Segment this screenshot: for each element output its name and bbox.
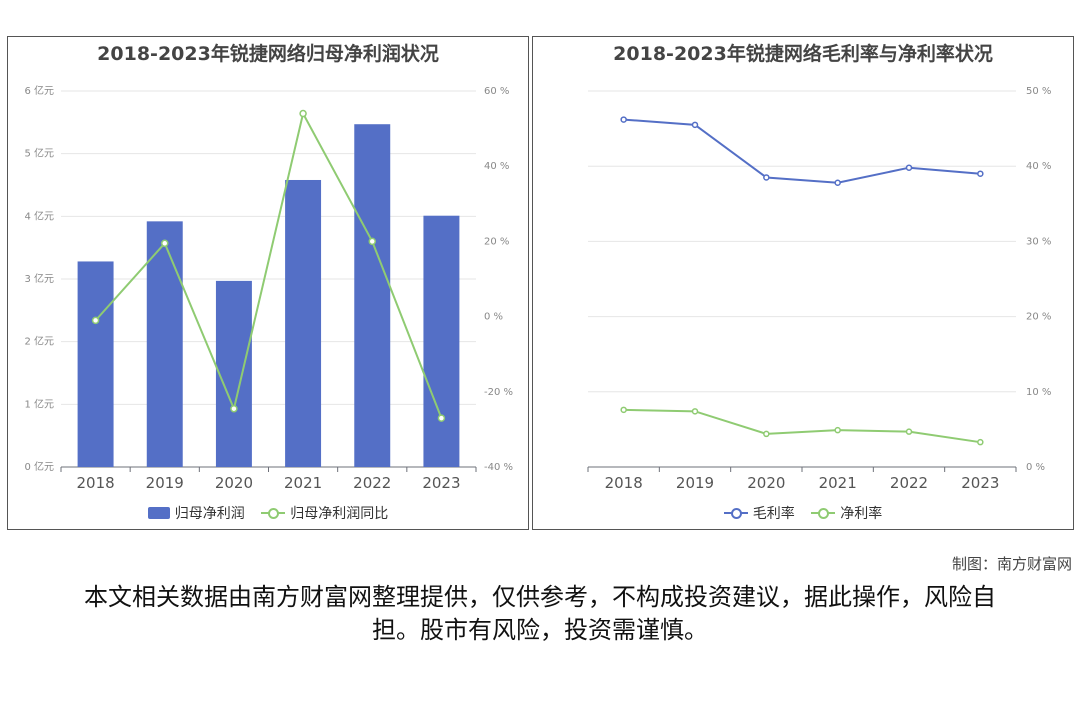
x-tick-label: 2022	[890, 474, 928, 492]
chart-legend: 归母净利润 归母净利润同比	[8, 503, 528, 523]
point-gross-margin	[905, 164, 913, 171]
point-gross-margin	[691, 121, 699, 129]
point-gross-margin	[763, 174, 770, 181]
y-left-tick-label: 2 亿元	[24, 335, 54, 348]
chart-credit: 制图：南方财富网	[951, 555, 1072, 573]
legend-item-gross-margin[interactable]: 毛利率	[723, 503, 795, 523]
net-profit-chart-panel: 2018-2023年锐捷网络归母净利润状况 0 亿元 1 亿元 2 亿元 3 亿元 4 …	[7, 36, 529, 530]
y-right-tick-label: 60 %	[484, 86, 509, 97]
chart-title: 2018-2023年锐捷网络毛利率与净利率状况	[613, 43, 993, 65]
point-net-profit-yoy	[368, 237, 376, 246]
line-net-margin	[623, 408, 981, 444]
y-left-tick-label: 0 亿元	[24, 460, 54, 473]
point-net-margin	[834, 426, 841, 434]
point-net-margin	[763, 430, 770, 438]
y-left-tick-label: 5 亿元	[24, 147, 54, 160]
legend-item-net-profit[interactable]: 归母净利润	[147, 503, 245, 523]
point-net-profit-yoy	[161, 239, 169, 248]
y-right-tick-label: 40 %	[1026, 161, 1051, 172]
point-net-margin	[977, 438, 984, 446]
legend-line-swatch	[261, 507, 286, 519]
y-right-tick-label: 40 %	[484, 161, 509, 172]
legend-label: 归母净利润同比	[290, 506, 389, 522]
point-net-profit-yoy	[299, 109, 307, 118]
point-net-profit-yoy	[437, 414, 446, 422]
x-tick-label: 2021	[819, 474, 857, 492]
y-left-tick-label: 6 亿元	[24, 84, 54, 97]
x-tick-label: 2020	[215, 474, 253, 492]
y-left-tick-label: 3 亿元	[24, 272, 54, 285]
x-tick-label: 2020	[747, 474, 785, 492]
legend-item-net-margin[interactable]: 净利率	[811, 503, 882, 523]
bar-net-profit	[77, 261, 114, 467]
legend-line-swatch	[811, 507, 836, 519]
x-tick-label: 2018	[76, 474, 114, 492]
bar-net-profit	[423, 215, 460, 467]
chart-title: 2018-2023年锐捷网络归母净利润状况	[97, 43, 439, 65]
y-left-tick-label: 1 亿元	[24, 397, 54, 410]
point-net-margin	[905, 428, 913, 435]
y-right-tick-label: -20 %	[484, 387, 513, 398]
y-right-tick-label: 20 %	[484, 236, 509, 247]
point-net-profit-yoy	[230, 404, 238, 413]
legend-label: 毛利率	[752, 506, 795, 522]
legend-bar-swatch	[147, 507, 170, 519]
y-right-tick-label: 0 %	[484, 312, 503, 323]
x-tick-label: 2021	[284, 474, 322, 492]
point-gross-margin	[620, 116, 627, 123]
legend-label: 净利率	[840, 506, 883, 522]
margin-chart-panel: 2018-2023年锐捷网络毛利率与净利率状况 0 % 10 % 20 % 30 % 4…	[532, 36, 1074, 530]
disclaimer-text: 本文相关数据由南方财富网整理提供，仅供参考，不构成投资建议，据此操作，风险自担。…	[84, 583, 996, 644]
x-tick-label: 2023	[422, 474, 460, 492]
y-right-tick-label: -40 %	[484, 462, 513, 473]
chart-legend: 毛利率 净利率	[533, 503, 1073, 523]
line-gross-margin	[623, 118, 981, 184]
legend-item-net-profit-yoy[interactable]: 归母净利润同比	[261, 503, 388, 523]
legend-label: 归母净利润	[174, 506, 245, 522]
line-net-profit-yoy	[94, 110, 443, 419]
x-tick-label: 2019	[146, 474, 184, 492]
legend-line-swatch	[723, 507, 748, 519]
x-tick-label: 2022	[353, 474, 391, 492]
x-tick-label: 2023	[961, 474, 999, 492]
point-net-margin	[691, 408, 699, 415]
y-right-tick-label: 30 %	[1026, 236, 1051, 247]
y-right-tick-label: 10 %	[1026, 387, 1051, 398]
bar-net-profit	[285, 179, 322, 467]
y-right-tick-label: 20 %	[1026, 312, 1051, 323]
point-net-profit-yoy	[91, 316, 100, 325]
bar-net-profit	[215, 280, 252, 467]
x-tick-label: 2019	[676, 474, 714, 492]
bar-net-profit	[146, 221, 183, 467]
margin-chart: 0 % 10 % 20 % 30 % 40 % 50 % 2018 2019 2020 2021 2…	[587, 86, 1051, 492]
point-net-margin	[620, 406, 627, 414]
y-right-tick-label: 50 %	[1026, 86, 1051, 97]
y-left-tick-label: 4 亿元	[24, 209, 54, 222]
net-profit-chart: 0 亿元 1 亿元 2 亿元 3 亿元 4 亿元 5 亿元 6 亿元 -40 % -20 % 0 …	[24, 84, 513, 492]
y-right-tick-label: 0 %	[1026, 462, 1045, 473]
bar-net-profit	[354, 124, 391, 468]
point-gross-margin	[977, 170, 984, 177]
point-gross-margin	[834, 179, 841, 186]
x-tick-label: 2018	[605, 474, 643, 492]
